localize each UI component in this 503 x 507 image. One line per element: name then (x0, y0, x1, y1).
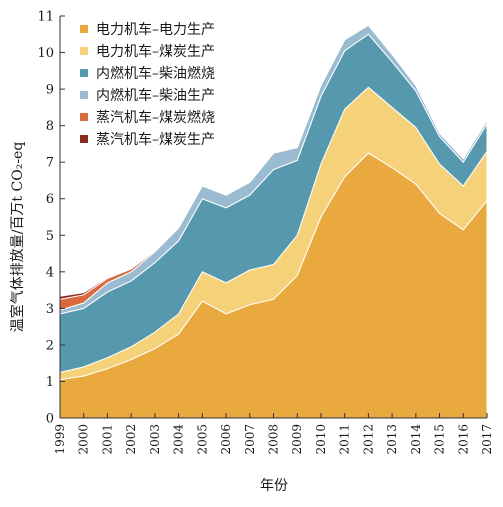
legend-swatch-5 (80, 113, 88, 121)
y-tick-label: 3 (46, 302, 54, 317)
y-axis-title: 温室气体排放量/百万t CO₂-eq (9, 142, 26, 333)
x-tick-label: 2004 (172, 424, 186, 455)
y-tick-label: 9 (46, 83, 54, 98)
legend-swatch-2 (80, 47, 88, 55)
y-tick-label: 5 (46, 229, 54, 244)
legend-label-5: 蒸汽机车–煤炭燃烧 (96, 109, 215, 126)
x-tick-label: 2015 (433, 424, 447, 455)
x-axis-title: 年份 (260, 478, 288, 494)
x-tick-label: 2011 (338, 424, 352, 455)
y-tick-label: 0 (46, 412, 54, 427)
x-tick-label: 2016 (456, 424, 470, 455)
legend-swatch-6 (80, 135, 88, 143)
y-tick-label: 10 (37, 46, 54, 61)
y-tick-label: 8 (46, 119, 54, 134)
x-tick-label: 2014 (409, 424, 423, 455)
legend-label-4: 内燃机车–柴油生产 (96, 87, 215, 104)
x-tick-label: 2012 (361, 424, 375, 455)
x-tick-label: 2003 (148, 424, 162, 455)
legend-swatch-4 (80, 91, 88, 99)
legend-label-2: 电力机车–煤炭生产 (96, 43, 215, 60)
x-tick-label: 2010 (314, 424, 328, 455)
legend-swatch-1 (80, 25, 88, 33)
legend-label-6: 蒸汽机车–煤炭生产 (96, 131, 215, 148)
legend: 电力机车–电力生产电力机车–煤炭生产内燃机车–柴油燃烧内燃机车–柴油生产蒸汽机车… (80, 21, 215, 148)
y-tick-label: 4 (46, 265, 54, 280)
legend-swatch-3 (80, 69, 88, 77)
x-tick-label: 2005 (195, 424, 209, 455)
x-tick-label: 1999 (53, 424, 67, 455)
y-tick-label: 6 (46, 192, 54, 207)
area-series-6 (59, 24, 488, 300)
x-tick-label: 2001 (100, 424, 114, 455)
y-tick-label: 7 (46, 156, 54, 171)
x-tick-label: 2013 (385, 424, 399, 455)
x-tick-label: 2002 (124, 424, 138, 455)
y-tick-label: 11 (37, 10, 54, 25)
axes: 0 1 2 3 4 5 6 7 8 9 10 11 1999 2000 2001 2002 2003 2004 20… (37, 10, 494, 455)
x-tick-label: 2006 (219, 424, 233, 455)
x-tick-label: 2009 (290, 424, 304, 455)
x-tick-label: 2000 (77, 424, 91, 455)
x-tick-label: 2007 (243, 424, 257, 455)
legend-label-3: 内燃机车–柴油燃烧 (96, 65, 215, 82)
x-tick-label: 2017 (480, 424, 494, 455)
y-tick-label: 2 (46, 338, 54, 353)
area-layers (59, 24, 488, 419)
x-tick-label: 2008 (267, 424, 281, 455)
y-tick-label: 1 (46, 375, 54, 390)
legend-label-1: 电力机车–电力生产 (96, 21, 215, 38)
